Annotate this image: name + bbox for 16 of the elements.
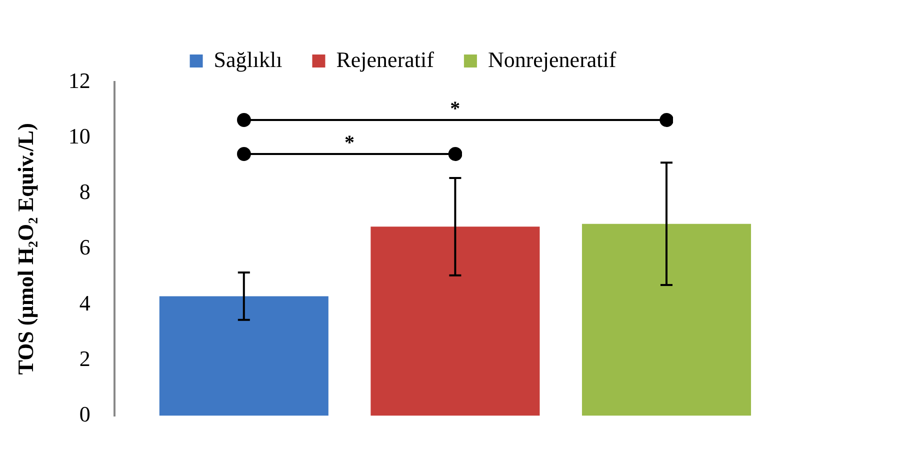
annotation: * — [450, 98, 460, 121]
bar — [159, 296, 328, 416]
bar — [582, 224, 752, 416]
legend-label: Nonrejeneratif — [488, 46, 617, 72]
y-tick-label: 0 — [79, 402, 90, 427]
y-tick-label: 8 — [79, 179, 90, 204]
y-tick-label: 10 — [68, 123, 90, 148]
y-tick-label: 6 — [79, 234, 90, 260]
y-tick-label: 4 — [79, 290, 90, 316]
annotation: * — [344, 132, 355, 155]
legend-label: Rejeneratif — [336, 46, 435, 72]
y-tick-label: 12 — [68, 68, 90, 93]
legend-label: Sağlıklı — [214, 46, 282, 72]
bar — [370, 226, 540, 416]
y-tick-label: 2 — [79, 346, 90, 371]
y-axis-title: TOS (µmol H₂O₂ Equiv./L) — [12, 123, 38, 375]
